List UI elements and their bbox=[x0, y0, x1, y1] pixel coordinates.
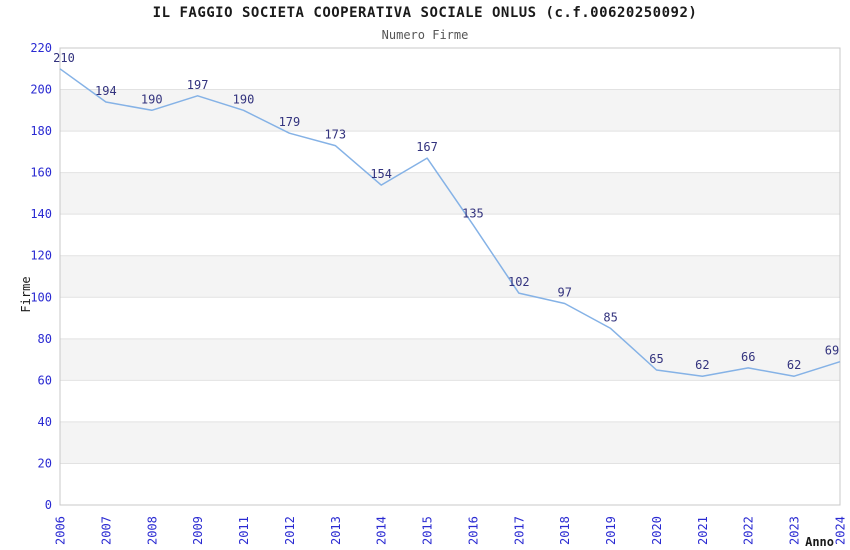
x-tick-label: 2022 bbox=[742, 516, 756, 545]
data-point-label: 179 bbox=[279, 115, 301, 129]
x-tick-label: 2015 bbox=[421, 516, 435, 545]
y-tick-label: 60 bbox=[38, 373, 52, 387]
y-tick-label: 80 bbox=[38, 332, 52, 346]
y-grid-band bbox=[60, 172, 840, 215]
x-tick-label: 2018 bbox=[558, 516, 572, 545]
x-tick-label: 2023 bbox=[788, 516, 802, 545]
x-tick-label: 2014 bbox=[375, 516, 389, 545]
x-tick-label: 2013 bbox=[329, 516, 343, 545]
data-point-label: 190 bbox=[233, 92, 255, 106]
x-tick-label: 2024 bbox=[834, 516, 848, 545]
y-tick-label: 120 bbox=[30, 249, 52, 263]
x-tick-label: 2009 bbox=[191, 516, 205, 545]
data-point-label: 154 bbox=[370, 167, 392, 181]
x-tick-label: 2017 bbox=[512, 516, 526, 545]
y-tick-label: 180 bbox=[30, 124, 52, 138]
y-grid-band bbox=[60, 338, 840, 381]
data-point-label: 197 bbox=[187, 78, 209, 92]
y-tick-label: 40 bbox=[38, 415, 52, 429]
data-point-label: 190 bbox=[141, 92, 163, 106]
chart-subtitle: Numero Firme bbox=[381, 28, 469, 42]
y-axis-title: Firme bbox=[19, 276, 33, 312]
data-point-label: 102 bbox=[508, 275, 530, 289]
x-tick-label: 2008 bbox=[145, 516, 159, 545]
y-tick-label: 20 bbox=[38, 456, 52, 470]
data-point-label: 62 bbox=[695, 358, 709, 372]
y-grid-band bbox=[60, 89, 840, 132]
data-point-label: 194 bbox=[95, 84, 117, 98]
data-point-label: 65 bbox=[649, 352, 663, 366]
x-tick-label: 2020 bbox=[650, 516, 664, 545]
x-tick-label: 2021 bbox=[696, 516, 710, 545]
x-tick-label: 2007 bbox=[99, 516, 113, 545]
x-tick-label: 2006 bbox=[54, 516, 68, 545]
x-tick-label: 2016 bbox=[466, 516, 480, 545]
y-tick-label: 220 bbox=[30, 41, 52, 55]
x-axis-title: Anno bbox=[805, 535, 834, 549]
y-tick-label: 140 bbox=[30, 207, 52, 221]
y-grid-band bbox=[60, 255, 840, 298]
y-tick-label: 100 bbox=[30, 290, 52, 304]
data-point-label: 210 bbox=[53, 51, 75, 65]
y-tick-label: 0 bbox=[45, 498, 52, 512]
series-line bbox=[59, 68, 841, 377]
y-grid-band bbox=[60, 421, 840, 464]
x-tick-label: 2011 bbox=[237, 516, 251, 545]
data-point-label: 135 bbox=[462, 207, 484, 221]
data-point-label: 173 bbox=[324, 128, 346, 142]
x-tick-label: 2019 bbox=[604, 516, 618, 545]
y-tick-label: 200 bbox=[30, 83, 52, 97]
data-point-label: 62 bbox=[787, 358, 801, 372]
plot-border bbox=[59, 47, 841, 506]
data-point-label: 85 bbox=[603, 310, 617, 324]
data-point-label: 167 bbox=[416, 140, 438, 154]
chart-title: IL FAGGIO SOCIETA COOPERATIVA SOCIALE ON… bbox=[152, 5, 698, 21]
x-tick-label: 2012 bbox=[283, 516, 297, 545]
data-point-label: 69 bbox=[825, 344, 839, 358]
data-point-label: 66 bbox=[741, 350, 755, 364]
y-tick-label: 160 bbox=[30, 166, 52, 180]
data-point-label: 97 bbox=[557, 286, 571, 300]
